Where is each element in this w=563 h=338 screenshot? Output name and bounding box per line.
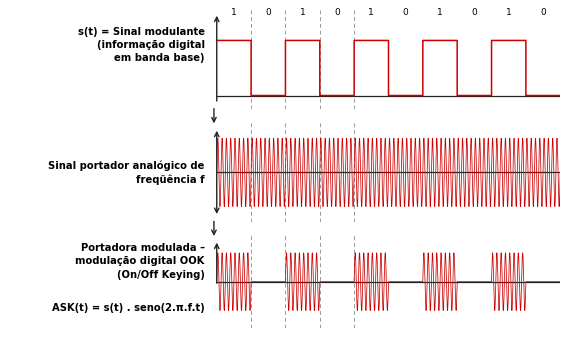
Text: Portadora modulada –
modulação digital OOK
(On/Off Keying): Portadora modulada – modulação digital O… xyxy=(75,243,205,280)
Text: 1: 1 xyxy=(506,8,512,17)
Text: 1: 1 xyxy=(437,8,443,17)
Text: 1: 1 xyxy=(368,8,374,17)
Text: Sinal portador analógico de
freqüência f: Sinal portador analógico de freqüência f xyxy=(48,160,205,185)
Text: 0: 0 xyxy=(540,8,546,17)
Text: 1: 1 xyxy=(300,8,306,17)
Text: 0: 0 xyxy=(471,8,477,17)
Text: 0: 0 xyxy=(334,8,340,17)
Text: s(t) = Sinal modulante
(informação digital
em banda base): s(t) = Sinal modulante (informação digit… xyxy=(78,27,205,63)
Text: 0: 0 xyxy=(265,8,271,17)
Text: 0: 0 xyxy=(403,8,409,17)
Text: ASK(t) = s(t) . seno(2.π.f.t): ASK(t) = s(t) . seno(2.π.f.t) xyxy=(52,303,205,313)
Text: 1: 1 xyxy=(231,8,237,17)
